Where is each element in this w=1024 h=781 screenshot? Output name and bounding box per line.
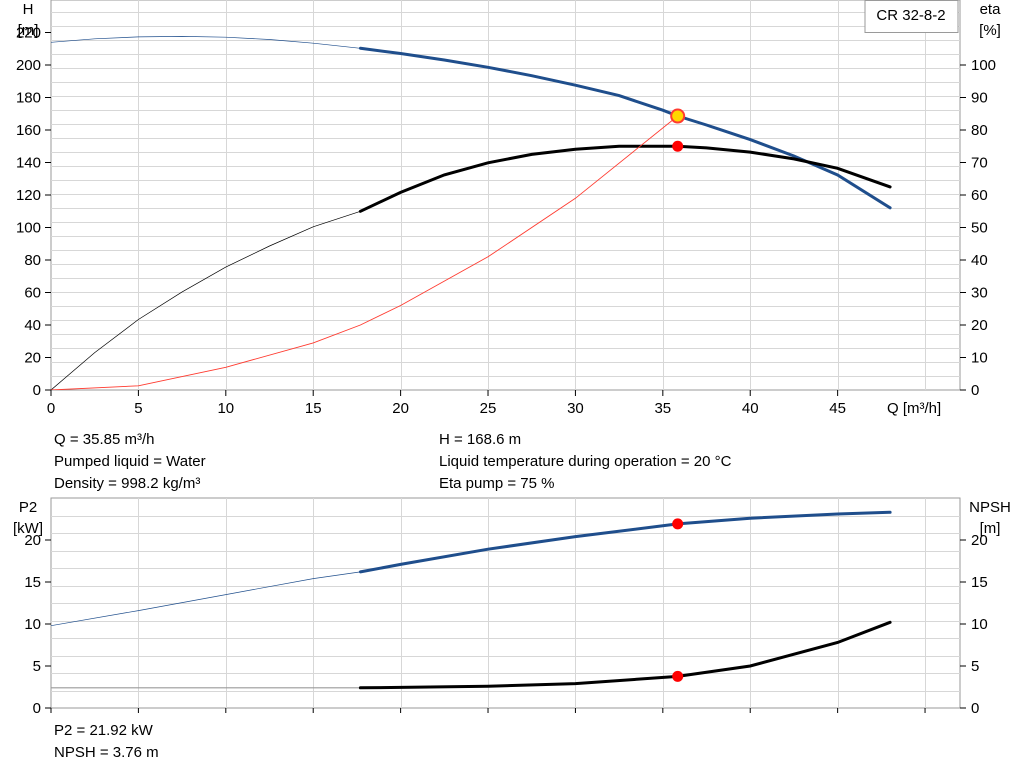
panel2-right-tick-label: 15 (971, 574, 988, 591)
eta-duty-marker (672, 140, 684, 152)
system-curve-line (51, 115, 678, 390)
power-duty-marker (672, 518, 684, 530)
panel2-right-tick-label: 20 (971, 532, 988, 549)
panel1-x-axis-label: Q [m³/h] (887, 400, 941, 417)
eta-readout: Eta pump = 75 % (439, 475, 555, 492)
panel2-series-group (51, 510, 892, 690)
panel1-right-axis-unit: [%] (979, 22, 1001, 39)
panel1-right-tick-label: 80 (971, 122, 988, 139)
panel2-left-axis-label: P2 (19, 499, 37, 516)
panel1-x-tick-label: 25 (480, 400, 497, 417)
panel1-left-tick-label: 140 (16, 155, 41, 172)
power-curve-thin (51, 571, 361, 627)
panel1-left-axis-label: H (23, 1, 34, 18)
panel2-left-tick-label: 15 (24, 574, 41, 591)
panel1-right-tick-label: 100 (971, 57, 996, 74)
panel1-left-tick-label: 100 (16, 220, 41, 237)
panel1-right-tick-label: 30 (971, 285, 988, 302)
info-top-right: H = 168.6 m Liquid temperature during op… (439, 429, 731, 495)
panel1-right-axis-label: eta (980, 1, 1002, 18)
panel1-x-tick-label: 45 (829, 400, 846, 417)
power-curve (358, 510, 892, 574)
panel2-grid (51, 498, 960, 708)
pumped-liquid-readout: Pumped liquid = Water (54, 453, 206, 470)
panel1-grid (51, 0, 960, 390)
model-box (864, 0, 959, 33)
panel1-right-tick-label: 20 (971, 317, 988, 334)
info-bottom: P2 = 21.92 kW NPSH = 3.76 m (54, 720, 159, 764)
panel1-left-tick-label: 160 (16, 122, 41, 139)
panel2-left-axis-unit: [kW] (13, 520, 43, 537)
panel1-left-tick-label: 80 (24, 252, 41, 269)
panel2-left-tick-label: 20 (24, 532, 41, 549)
npsh-duty-marker (672, 670, 684, 682)
panel1-right-tick-label: 70 (971, 155, 988, 172)
flow-readout: Q = 35.85 m³/h (54, 431, 155, 448)
panel1-left-tick-label: 200 (16, 57, 41, 74)
panel2-left-tick-label: 5 (33, 658, 41, 675)
npsh-curve (358, 620, 892, 690)
panel1-left-tick-label: 180 (16, 90, 41, 107)
panel1-right-tick-label: 50 (971, 220, 988, 237)
efficiency-curve (358, 144, 892, 213)
panel1-x-tick-label: 20 (392, 400, 409, 417)
panel2-right-axis-label: NPSH (969, 499, 1011, 516)
panel1-right-tick-label: 10 (971, 350, 988, 367)
head-curve (358, 46, 892, 210)
panel2-right-axis-unit: [m] (980, 520, 1001, 537)
panel1-left-axis-unit: [m] (18, 22, 39, 39)
panel1-left-tick-label: 20 (24, 350, 41, 367)
head-readout: H = 168.6 m (439, 431, 522, 448)
temperature-readout: Liquid temperature during operation = 20… (439, 453, 732, 470)
model-label: CR 32-8-2 (876, 7, 945, 24)
panel1-x-tick-label: 15 (305, 400, 322, 417)
panel1-left-tick-label: 120 (16, 187, 41, 204)
panel1-x-tick-label: 40 (742, 400, 759, 417)
power-readout: P2 = 21.92 kW (54, 722, 153, 739)
panel1-right-tick-label: 0 (971, 382, 979, 399)
panel1-x-tick-label: 10 (217, 400, 234, 417)
density-readout: Density = 998.2 kg/m³ (54, 475, 201, 492)
panel2-left-tick-label: 10 (24, 616, 41, 633)
panel2-right-tick-label: 5 (971, 658, 979, 675)
panel1-x-tick-label: 5 (134, 400, 142, 417)
info-top-left: Q = 35.85 m³/h Pumped liquid = Water Den… (54, 429, 206, 495)
panel1-x-tick-label: 30 (567, 400, 584, 417)
head-curve-thin (51, 36, 361, 49)
panel2-left-tick-label: 0 (33, 700, 41, 717)
panel1-x-tick-label: 0 (47, 400, 55, 417)
panel1-series-group (51, 36, 892, 390)
npsh-readout: NPSH = 3.76 m (54, 744, 159, 761)
panel1-right-tick-label: 90 (971, 90, 988, 107)
panel1-left-tick-label: 0 (33, 382, 41, 399)
panel1-left-tick-label: 40 (24, 317, 41, 334)
head-duty-marker (670, 108, 686, 124)
panel1-left-tick-label: 220 (16, 25, 41, 42)
panel1-right-tick-label: 40 (971, 252, 988, 269)
panel1-left-tick-label: 60 (24, 285, 41, 302)
efficiency-curve-thin (51, 210, 361, 390)
panel1-x-tick-label: 35 (654, 400, 671, 417)
panel2-right-tick-label: 10 (971, 616, 988, 633)
panel2-right-tick-label: 0 (971, 700, 979, 717)
panel1-right-tick-label: 60 (971, 187, 988, 204)
